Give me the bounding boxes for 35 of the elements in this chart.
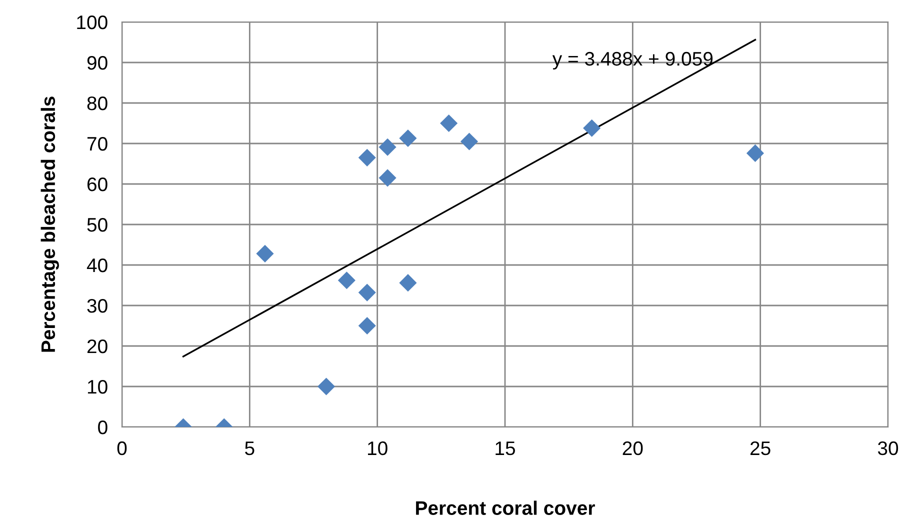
x-tick-label: 0 [117,441,127,456]
y-tick-label: 50 [87,218,108,232]
point [440,114,458,132]
y-tick-label: 10 [88,380,108,394]
point [378,138,396,156]
x-tick-label: 20 [622,441,643,456]
point [378,169,396,187]
x-axis-title: Percent coral cover [416,500,595,515]
x-tick-label: 30 [878,441,898,456]
point [358,316,376,335]
point [317,378,336,396]
point [746,144,764,162]
y-tick-label: 60 [87,177,108,192]
annotation: y = 3.488x + 9.059 [552,52,713,70]
point [338,272,356,290]
y-tick-label: 90 [87,56,108,70]
x-tick-label: 15 [496,442,515,456]
point [399,129,417,148]
point [460,132,478,150]
y-tick-label: 30 [87,298,108,313]
y-tick-label: 100 [77,15,108,30]
y-tick-label: 0 [98,420,108,434]
y-tick-label: 40 [86,258,108,272]
point [256,244,274,262]
y-tick-label: 70 [87,136,108,151]
y-axis-title: Percentage bleached corals [40,96,60,352]
x-tick-label: 10 [368,441,388,456]
point [399,274,417,292]
point [358,148,376,166]
y-tick-label: 20 [87,339,108,354]
x-tick-label: 5 [245,442,254,456]
point [358,284,376,302]
point [583,119,601,137]
x-tick-label: 25 [750,441,770,456]
y-tick-label: 80 [87,96,108,110]
